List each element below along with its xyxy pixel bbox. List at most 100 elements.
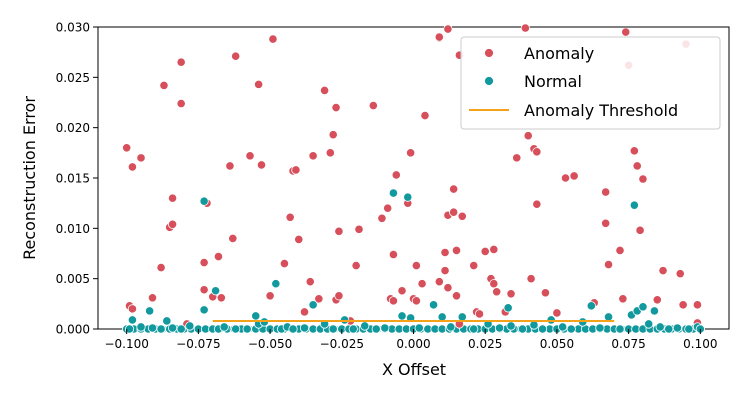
anomaly-point [406, 148, 416, 158]
normal-point [529, 320, 539, 330]
anomaly-point [314, 294, 324, 304]
x-tick-label: 0.075 [611, 337, 645, 351]
anomaly-point [156, 262, 166, 273]
anomaly-point [417, 279, 427, 289]
anomaly-point [268, 34, 278, 44]
anomaly-point [520, 23, 530, 33]
anomaly-point [159, 80, 169, 90]
anomaly-point [635, 225, 645, 235]
anomaly-point [569, 171, 579, 181]
normal-point [428, 300, 439, 310]
plot-area [97, 23, 730, 334]
normal-point [649, 306, 660, 316]
normal-point [147, 323, 158, 333]
legend-normal-label: Normal [524, 72, 582, 91]
anomaly-point [328, 130, 338, 140]
anomaly-point [308, 151, 318, 161]
anomaly-point [354, 224, 364, 234]
legend-anomaly-marker [484, 48, 494, 58]
anomaly-point [411, 296, 421, 306]
normal-point [360, 321, 370, 331]
normal-point [638, 302, 648, 312]
anomaly-point [176, 98, 186, 109]
anomaly-point [449, 184, 459, 194]
normal-point [162, 316, 172, 326]
anomaly-point [122, 143, 132, 153]
normal-point [586, 301, 596, 311]
normal-point [517, 324, 528, 334]
anomaly-point [127, 304, 138, 314]
anomaly-point [440, 266, 450, 276]
normal-point [340, 315, 350, 325]
normal-point [288, 324, 298, 334]
legend: Anomaly Normal Anomaly Threshold [460, 36, 721, 130]
x-tick-label: −0.025 [320, 337, 364, 351]
normal-point [578, 317, 588, 327]
anomaly-point [254, 79, 264, 89]
anomaly-point [231, 51, 241, 61]
anomaly-point [512, 153, 522, 163]
anomaly-point [147, 293, 158, 303]
normal-point [136, 322, 146, 332]
anomaly-point [351, 260, 361, 271]
anomaly-point [167, 193, 178, 203]
normal-point [167, 323, 178, 333]
normal-point [446, 322, 456, 332]
anomaly-point [443, 24, 453, 34]
normal-point [494, 323, 505, 333]
anomaly-point [540, 288, 551, 298]
normal-point [156, 324, 166, 334]
anomaly-point [474, 309, 485, 319]
anomaly-point [440, 247, 450, 258]
anomaly-point [457, 211, 467, 221]
x-tick-label: 0.100 [683, 337, 717, 351]
normal-point [397, 311, 407, 321]
anomaly-point [225, 161, 235, 171]
normal-point [437, 312, 447, 322]
y-axis-title: Reconstruction Error [20, 96, 39, 260]
anomaly-point [560, 173, 571, 183]
anomaly-point [391, 170, 401, 180]
anomaly-point [294, 234, 304, 245]
anomaly-point [506, 289, 516, 299]
anomaly-point [383, 203, 393, 213]
anomaly-point [692, 300, 703, 310]
normal-point [124, 324, 135, 334]
anomaly-point [216, 293, 226, 303]
anomaly-point [434, 277, 444, 287]
normal-point [371, 324, 381, 334]
x-tick-label: 0.050 [540, 337, 574, 351]
normal-point [271, 279, 281, 289]
anomaly-point [305, 277, 315, 287]
anomaly-point [167, 219, 178, 229]
anomaly-point [652, 295, 662, 305]
normal-point [231, 324, 241, 334]
legend-normal-marker [484, 76, 494, 86]
normal-point [242, 324, 252, 334]
x-tick-label: 0.025 [468, 337, 502, 351]
anomaly-point [489, 244, 499, 255]
anomaly-point [532, 199, 542, 209]
anomaly-point [480, 246, 490, 257]
normal-point [615, 324, 625, 334]
anomaly-point [449, 207, 459, 217]
legend-box [460, 36, 721, 130]
normal-point [655, 322, 665, 332]
x-tick-label: −0.050 [248, 337, 292, 351]
normal-point [672, 323, 682, 333]
anomaly-point [325, 148, 335, 158]
y-axis: 0.000 0.005 0.010 0.015 0.020 0.025 0.030 [56, 21, 98, 337]
anomaly-point [443, 283, 453, 293]
normal-point [185, 321, 195, 331]
x-tick-label: 0.000 [396, 337, 430, 351]
anomaly-point [675, 269, 685, 279]
anomaly-point [199, 257, 209, 268]
normal-point [469, 324, 479, 334]
normal-point [176, 324, 186, 334]
anomaly-point [532, 147, 542, 157]
normal-point [629, 200, 639, 210]
anomaly-point [377, 213, 387, 223]
y-tick-label: 0.030 [56, 21, 90, 35]
anomaly-point [552, 308, 562, 318]
anomaly-point [213, 251, 224, 262]
